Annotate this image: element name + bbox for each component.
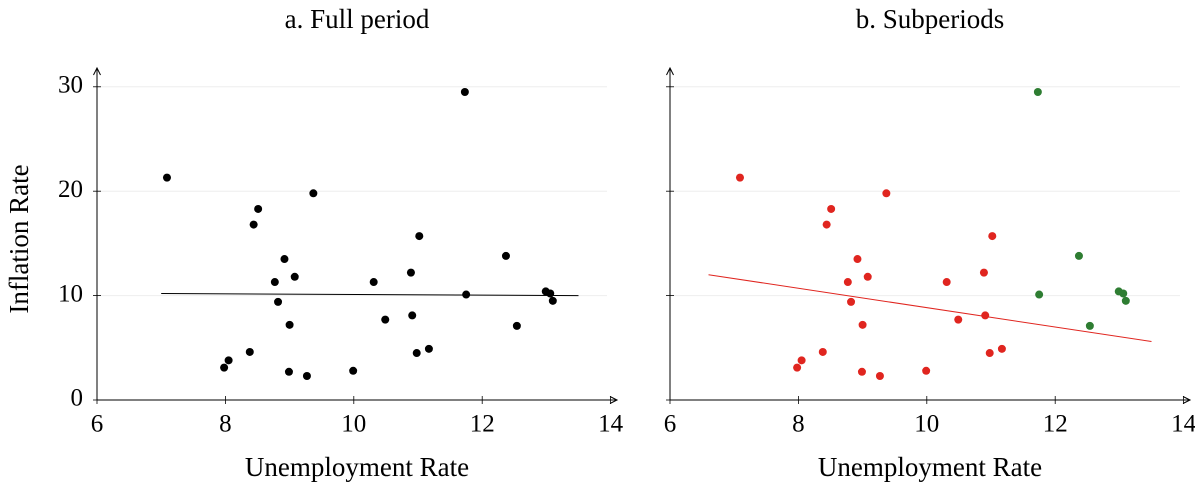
data-point	[793, 363, 802, 372]
data-point	[1033, 88, 1042, 97]
fit-line	[708, 274, 1152, 343]
data-point	[1121, 296, 1130, 305]
y-axis-label: Inflation Rate	[4, 164, 34, 313]
data-point	[285, 320, 294, 329]
data-point	[875, 371, 884, 380]
y-tick-label: 0	[71, 385, 84, 412]
y-tick-label: 30	[58, 72, 83, 99]
data-point	[245, 347, 254, 356]
data-point	[979, 268, 988, 277]
data-point	[981, 311, 990, 320]
data-point	[735, 173, 744, 182]
data-point	[863, 272, 872, 281]
data-point	[853, 255, 862, 264]
data-point	[1035, 290, 1044, 299]
x-tick-label: 10	[914, 411, 939, 438]
data-point	[512, 321, 521, 330]
data-point	[162, 173, 171, 182]
data-point	[546, 289, 555, 298]
data-point	[548, 296, 557, 305]
data-point	[302, 371, 311, 380]
data-point	[462, 290, 471, 299]
data-point	[224, 356, 233, 365]
y-tick-label: 10	[58, 280, 83, 307]
data-point	[408, 311, 417, 320]
data-point	[349, 366, 358, 375]
data-point	[309, 189, 318, 198]
x-tick-label: 14	[1171, 411, 1195, 438]
data-point	[284, 367, 293, 376]
data-point	[954, 315, 963, 324]
y-axis-arrow	[666, 66, 674, 76]
y-axis-arrow	[93, 66, 101, 76]
data-point	[501, 251, 510, 260]
data-point	[882, 189, 891, 198]
data-point	[985, 349, 994, 358]
data-point	[1085, 321, 1094, 330]
data-point	[254, 204, 263, 213]
x-tick-label: 12	[470, 411, 495, 438]
x-tick-label: 8	[219, 411, 232, 438]
x-tick-label: 6	[91, 411, 104, 438]
data-point	[290, 272, 299, 281]
x-tick-label: 10	[341, 411, 366, 438]
data-point	[460, 88, 469, 97]
data-point	[412, 349, 421, 358]
y-tick-label: 20	[58, 176, 83, 203]
x-axis-label: Unemployment Rate	[818, 452, 1042, 482]
x-axis-label: Unemployment Rate	[245, 452, 469, 482]
x-tick-label: 14	[598, 411, 624, 438]
data-point	[827, 204, 836, 213]
data-point	[1074, 251, 1083, 260]
data-point	[270, 278, 279, 287]
data-point	[369, 278, 378, 287]
data-point	[406, 268, 415, 277]
x-tick-label: 12	[1043, 411, 1068, 438]
data-point	[843, 278, 852, 287]
data-point	[381, 315, 390, 324]
data-point	[858, 320, 867, 329]
data-point	[988, 232, 997, 241]
data-point	[942, 278, 951, 287]
data-point	[249, 220, 258, 229]
x-tick-label: 8	[792, 411, 805, 438]
data-point	[280, 255, 289, 264]
data-point	[274, 297, 283, 306]
data-point	[847, 297, 856, 306]
x-axis-arrow	[609, 396, 619, 404]
data-point	[415, 232, 424, 241]
x-tick-label: 6	[664, 411, 677, 438]
data-point	[997, 344, 1006, 353]
data-point	[797, 356, 806, 365]
data-point	[922, 366, 931, 375]
data-point	[857, 367, 866, 376]
chart-title: b. Subperiods	[856, 4, 1005, 34]
data-point	[822, 220, 831, 229]
data-point	[818, 347, 827, 356]
data-point	[1119, 289, 1128, 298]
data-point	[424, 344, 433, 353]
data-point	[220, 363, 229, 372]
x-axis-arrow	[1182, 396, 1192, 404]
fit-line	[161, 293, 579, 297]
chart-title: a. Full period	[285, 4, 430, 34]
